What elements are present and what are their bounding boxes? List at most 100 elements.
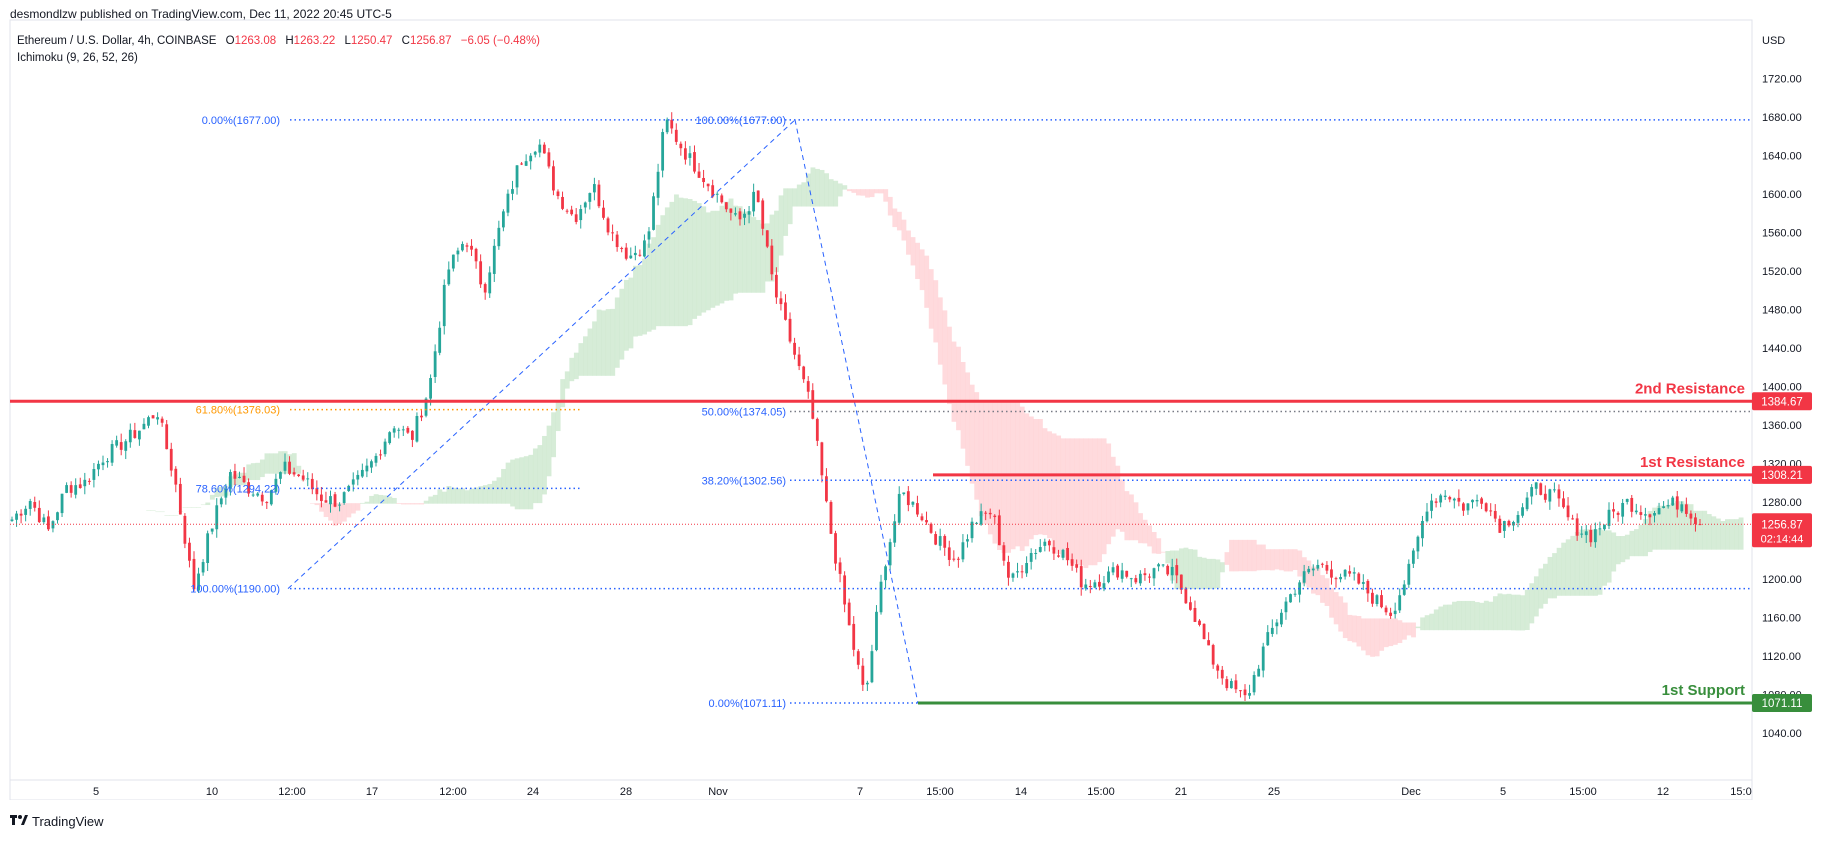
current-price-tag — [1752, 513, 1812, 548]
cloud-slice — [1738, 517, 1744, 550]
cloud-slice — [332, 503, 338, 526]
candle-body — [1198, 620, 1201, 625]
cloud-slice — [628, 277, 634, 349]
cloud-slice — [1033, 419, 1039, 536]
candle-body — [465, 245, 469, 247]
candle-body — [1421, 520, 1424, 539]
cloud-slice — [733, 205, 739, 294]
cloud-slice — [1720, 521, 1726, 550]
candle-body — [615, 234, 619, 248]
cloud-slice — [1652, 507, 1658, 550]
candle-body — [552, 166, 555, 191]
cloud-slice — [337, 503, 343, 525]
candle-body — [533, 151, 537, 155]
cloud-slice — [1333, 592, 1339, 625]
candle-body — [228, 472, 232, 489]
cloud-slice — [496, 477, 502, 504]
cloud-slice — [514, 458, 520, 510]
candle-body — [392, 428, 396, 433]
candle-body — [729, 208, 733, 213]
candle-body — [1102, 583, 1106, 589]
cloud-slice — [259, 459, 265, 478]
cloud-slice — [583, 336, 588, 376]
cloud-slice — [687, 198, 693, 326]
candle-body — [283, 461, 287, 471]
candle-body — [1270, 627, 1274, 634]
cloud-slice — [592, 321, 597, 376]
cloud-slice — [614, 297, 620, 368]
cloud-slice — [924, 255, 930, 308]
candle-body — [843, 575, 847, 605]
candle-body — [1512, 521, 1515, 526]
candle-body — [1284, 601, 1288, 613]
candle-body — [383, 441, 387, 455]
cloud-slice — [346, 503, 352, 518]
candle-body — [934, 534, 938, 545]
candle-body — [811, 390, 815, 419]
cloud-slice — [1097, 438, 1102, 563]
candle-body — [1143, 573, 1147, 576]
cloud-slice — [1561, 542, 1567, 596]
cloud-slice — [1283, 549, 1289, 572]
candle-body — [1034, 552, 1038, 554]
cloud-slice — [1219, 562, 1225, 573]
candle-body — [28, 501, 32, 509]
indicator-legend[interactable]: Ichimoku (9, 26, 52, 26) — [17, 52, 138, 64]
cloud-slice — [896, 211, 902, 231]
cloud-slice — [801, 182, 807, 207]
candle-body — [720, 195, 724, 203]
cloud-slice — [983, 402, 989, 525]
cloud-slice — [1565, 539, 1571, 596]
candle-body — [197, 573, 200, 591]
candle-body — [461, 243, 464, 251]
cloud-slice — [296, 465, 302, 474]
candle-body — [374, 455, 378, 463]
cloud-slice — [778, 195, 784, 256]
price-tick-label: 1160.00 — [1762, 613, 1801, 625]
candle-body — [647, 231, 651, 240]
candle-body — [1111, 567, 1115, 573]
cloud-slice — [1688, 504, 1694, 550]
cloud-slice — [1379, 618, 1385, 651]
cloud-slice — [1511, 594, 1517, 631]
candle-body — [1202, 623, 1206, 640]
cloud-slice — [173, 515, 179, 516]
cloud-slice — [505, 462, 511, 504]
tradingview-logo-icon — [10, 814, 28, 829]
candle-body — [274, 478, 278, 492]
price-tick-label: 1400.00 — [1762, 382, 1802, 394]
cloud-slice — [915, 242, 920, 280]
cloud-slice — [865, 189, 870, 198]
cloud-slice — [1661, 505, 1667, 550]
candle-body — [265, 502, 269, 504]
candle-body — [788, 318, 792, 342]
cloud-slice — [751, 217, 757, 293]
footer-brand[interactable]: TradingView — [10, 814, 104, 829]
candle-body — [1684, 504, 1688, 514]
cloud-slice — [273, 453, 279, 474]
cloud-slice — [1515, 594, 1521, 631]
candle-body — [1007, 561, 1010, 578]
candle-body — [802, 366, 806, 380]
candle-body — [210, 528, 214, 532]
cloud-slice — [396, 503, 402, 504]
candle-body — [970, 521, 974, 539]
candle-body — [993, 515, 997, 518]
candle-body — [1011, 573, 1015, 578]
cloud-slice — [1401, 622, 1407, 640]
candle-body — [1375, 595, 1379, 605]
candle-body — [192, 558, 196, 590]
candle-body — [1543, 493, 1547, 500]
cloud-slice — [937, 297, 943, 365]
time-axis: 5 10 12:00 17 12:00 24 28 Nov 7 15:00 14 15:00 21 25 D… — [93, 786, 1752, 798]
cloud-slice — [510, 459, 516, 507]
candle-body — [797, 354, 801, 367]
candle-body — [975, 522, 978, 524]
fib-trend-line-down — [794, 119, 919, 704]
cloud-slice — [250, 463, 256, 481]
cloud-slice — [569, 357, 575, 382]
candle-body — [1525, 497, 1529, 510]
time-tick-label: 15:00 — [926, 786, 954, 798]
candle-body — [1416, 536, 1420, 552]
candle-body — [1047, 540, 1051, 546]
